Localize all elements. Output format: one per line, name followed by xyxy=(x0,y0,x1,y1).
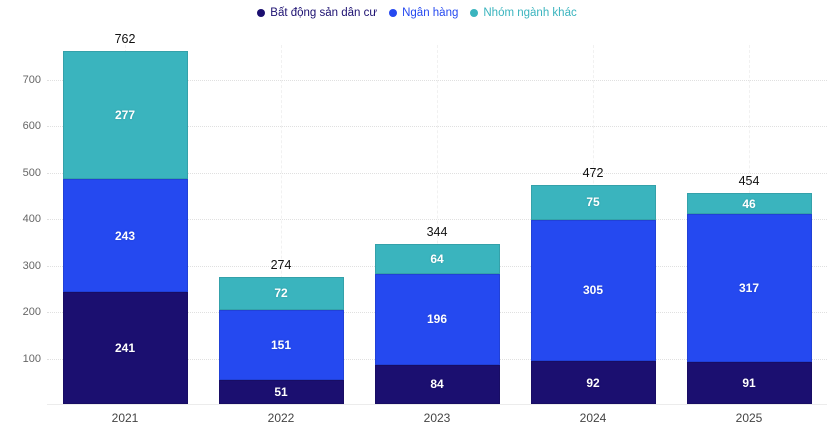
segment-value-label: 196 xyxy=(426,312,448,327)
bar-segment-2025: 91 xyxy=(686,361,812,404)
y-tick-label: 600 xyxy=(22,120,41,133)
segment-value-label: 243 xyxy=(114,228,136,243)
bar-segment-2022: 72 xyxy=(218,276,344,311)
segment-value-label: 84 xyxy=(430,377,444,392)
legend-label: Ngân hàng xyxy=(402,7,459,19)
y-tick-label: 200 xyxy=(22,306,41,319)
segment-value-label: 277 xyxy=(114,107,136,122)
bar-segment-2021: 243 xyxy=(62,179,188,293)
bar-segment-2023: 196 xyxy=(374,273,500,365)
bar-2024: 75 305 92 xyxy=(530,184,656,404)
legend-circle-icon xyxy=(257,9,266,17)
bar-2022: 72 151 51 xyxy=(218,276,344,404)
segment-value-label: 72 xyxy=(274,286,288,301)
bar-segment-2025: 317 xyxy=(686,214,812,362)
bar-segment-2021: 241 xyxy=(62,292,188,404)
bar-segment-2025: 46 xyxy=(686,193,812,215)
bar-segment-2023: 64 xyxy=(374,244,500,274)
legend-circle-icon xyxy=(389,9,398,17)
legend-item-ngan-hang[interactable]: Ngân hàng xyxy=(389,7,458,19)
segment-value-label: 305 xyxy=(582,283,604,298)
segment-value-label: 46 xyxy=(742,196,756,211)
bar-segment-2022: 51 xyxy=(218,380,344,404)
segment-value-label: 151 xyxy=(270,338,292,353)
x-tick-label: 2023 xyxy=(423,411,451,425)
bar-2021: 277 243 241 xyxy=(62,50,188,404)
y-tick-label: 500 xyxy=(22,166,41,179)
bar-segment-2023: 84 xyxy=(374,364,500,404)
x-tick-label: 2022 xyxy=(267,411,295,425)
y-tick-label: 700 xyxy=(22,73,41,86)
bar-total-label: 274 xyxy=(270,257,292,272)
legend-item-nhom-nganh-khac[interactable]: Nhóm ngành khác xyxy=(470,7,577,19)
x-tick-label: 2024 xyxy=(579,411,607,425)
x-tick-label: 2021 xyxy=(111,411,139,425)
plot-area: 100 200 300 400 500 600 700 277 243 241 762 2021 72 1… xyxy=(23,32,827,425)
y-tick-label: 100 xyxy=(22,352,41,365)
bar-segment-2024: 75 xyxy=(530,184,656,220)
segment-value-label: 317 xyxy=(738,281,760,296)
y-tick-label: 400 xyxy=(22,213,41,226)
segment-value-label: 241 xyxy=(114,341,136,356)
legend-label: Bất động sản dân cư xyxy=(270,7,378,19)
bar-2025: 46 317 91 xyxy=(686,193,812,404)
bar-segment-2022: 151 xyxy=(218,310,344,381)
bar-total-label: 454 xyxy=(738,174,760,189)
segment-value-label: 64 xyxy=(430,252,444,267)
legend-label: Nhóm ngành khác xyxy=(483,7,577,19)
legend-circle-icon xyxy=(470,9,479,17)
bar-total-label: 762 xyxy=(114,31,136,46)
legend-item-bat-dong-san-dan-cu[interactable]: Bất động sản dân cư xyxy=(257,7,377,19)
segment-value-label: 75 xyxy=(586,195,600,210)
x-gridline xyxy=(281,45,282,404)
bar-segment-2024: 305 xyxy=(530,219,656,362)
x-gridline xyxy=(437,45,438,404)
chart-legend: Bất động sản dân cư Ngân hàng Nhóm ngành… xyxy=(0,7,834,19)
bar-total-label: 472 xyxy=(582,165,604,180)
x-tick-label: 2025 xyxy=(735,411,763,425)
bar-segment-2024: 92 xyxy=(530,361,656,404)
segment-value-label: 51 xyxy=(274,385,288,400)
bar-total-label: 344 xyxy=(426,225,448,240)
segment-value-label: 92 xyxy=(586,375,600,390)
y-tick-label: 300 xyxy=(22,259,41,272)
bar-2023: 64 196 84 xyxy=(374,244,500,404)
segment-value-label: 91 xyxy=(742,375,756,390)
bar-segment-2021: 277 xyxy=(62,50,188,180)
